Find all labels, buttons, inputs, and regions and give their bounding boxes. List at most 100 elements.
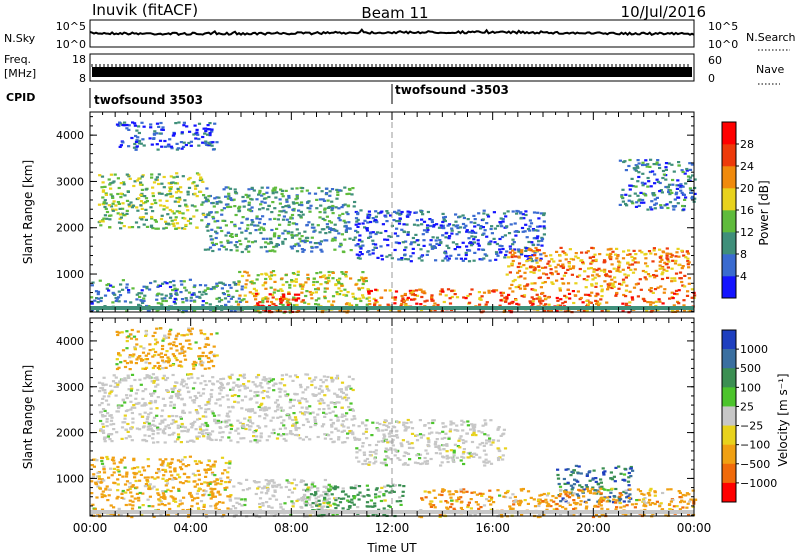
power-cell xyxy=(358,234,362,237)
velocity-cell xyxy=(240,399,244,402)
velocity-cell xyxy=(251,409,255,412)
power-cell xyxy=(532,269,536,272)
velocity-cell xyxy=(669,500,673,503)
velocity-cell xyxy=(321,381,325,384)
velocity-cell xyxy=(410,432,415,435)
velocity-cell xyxy=(261,487,265,490)
velocity-cell xyxy=(102,383,106,387)
power-cell xyxy=(472,238,476,241)
velocity-cell xyxy=(461,452,465,455)
velocity-cell xyxy=(102,376,106,379)
power-cell xyxy=(296,242,300,245)
power-cell xyxy=(195,172,200,175)
velocity-cell xyxy=(668,508,672,511)
power-cell xyxy=(435,223,439,226)
velocity-cell xyxy=(545,501,549,504)
power-cell xyxy=(274,196,278,199)
power-cell xyxy=(384,230,388,233)
power-cell xyxy=(292,202,296,205)
power-cell xyxy=(266,297,270,300)
power-cell xyxy=(625,204,629,207)
power-cell xyxy=(649,185,653,188)
velocity-cell xyxy=(471,433,475,437)
power-cell xyxy=(119,216,123,219)
velocity-cell xyxy=(466,504,470,507)
velocity-cell xyxy=(248,420,252,424)
velocity-cell xyxy=(482,444,486,447)
power-cell xyxy=(141,216,146,219)
power-cell xyxy=(361,296,365,299)
velocity-cell xyxy=(374,460,378,463)
power-cell xyxy=(160,303,164,306)
velocity-cell xyxy=(114,394,118,397)
velocity-cell xyxy=(489,443,493,446)
power-cell xyxy=(499,251,503,254)
power-cell xyxy=(330,209,334,212)
velocity-cell xyxy=(150,429,154,432)
power-cell xyxy=(429,239,433,242)
power-cell xyxy=(684,196,688,199)
velocity-cell xyxy=(242,373,246,376)
power-cell xyxy=(482,212,486,215)
power-cell xyxy=(210,128,214,131)
velocity-cell xyxy=(207,432,211,435)
velocity-cell xyxy=(462,488,466,491)
power-cell xyxy=(279,299,283,302)
power-cell xyxy=(197,137,201,141)
power-cell xyxy=(321,309,325,312)
velocity-cell xyxy=(306,420,310,423)
power-cell xyxy=(641,269,645,273)
power-cell xyxy=(358,251,362,254)
power-cell xyxy=(192,215,196,218)
power-cell xyxy=(254,295,258,298)
power-cell xyxy=(291,208,295,211)
power-cell xyxy=(542,220,546,223)
power-cell xyxy=(151,186,155,189)
power-cell xyxy=(105,210,110,214)
velocity-cell xyxy=(578,489,582,492)
power-cell xyxy=(300,190,304,193)
velocity-cell xyxy=(433,442,437,446)
power-cell xyxy=(674,255,678,258)
power-cell xyxy=(637,162,641,165)
velocity-cell xyxy=(618,492,622,495)
velocity-cell xyxy=(148,424,152,427)
power-cell xyxy=(260,186,264,189)
power-cell xyxy=(590,284,594,287)
power-cell xyxy=(406,296,410,299)
power-cell xyxy=(594,294,598,298)
power-cell xyxy=(488,242,492,246)
power-cell xyxy=(212,310,216,313)
power-cell xyxy=(101,181,105,184)
y-tick-label: 3000 xyxy=(56,175,84,188)
power-cell xyxy=(636,180,640,183)
velocity-cell xyxy=(597,490,601,493)
power-cell xyxy=(273,217,277,220)
power-cell xyxy=(379,231,383,234)
power-cell xyxy=(100,186,104,189)
power-cell xyxy=(556,299,560,302)
power-cell xyxy=(421,233,425,236)
velocity-cell xyxy=(197,431,201,434)
power-cell xyxy=(525,284,529,287)
power-cell xyxy=(357,254,361,257)
velocity-cell xyxy=(400,443,404,446)
velocity-cell xyxy=(594,513,598,516)
power-cell xyxy=(121,212,125,215)
velocity-cell xyxy=(217,414,221,417)
power-cell xyxy=(588,256,592,259)
velocity-cell xyxy=(556,473,560,477)
velocity-cell xyxy=(332,440,336,443)
power-cell xyxy=(169,292,173,296)
power-cell xyxy=(623,273,627,276)
power-cell xyxy=(121,124,125,127)
power-cell xyxy=(587,267,591,270)
power-cell xyxy=(584,286,588,289)
power-cell xyxy=(211,148,216,151)
velocity-cell xyxy=(158,422,162,425)
velocity-cell xyxy=(251,422,255,425)
velocity-cell xyxy=(418,457,422,460)
power-cell xyxy=(261,301,265,304)
power-cell xyxy=(320,190,324,193)
velocity-cell xyxy=(267,435,271,438)
